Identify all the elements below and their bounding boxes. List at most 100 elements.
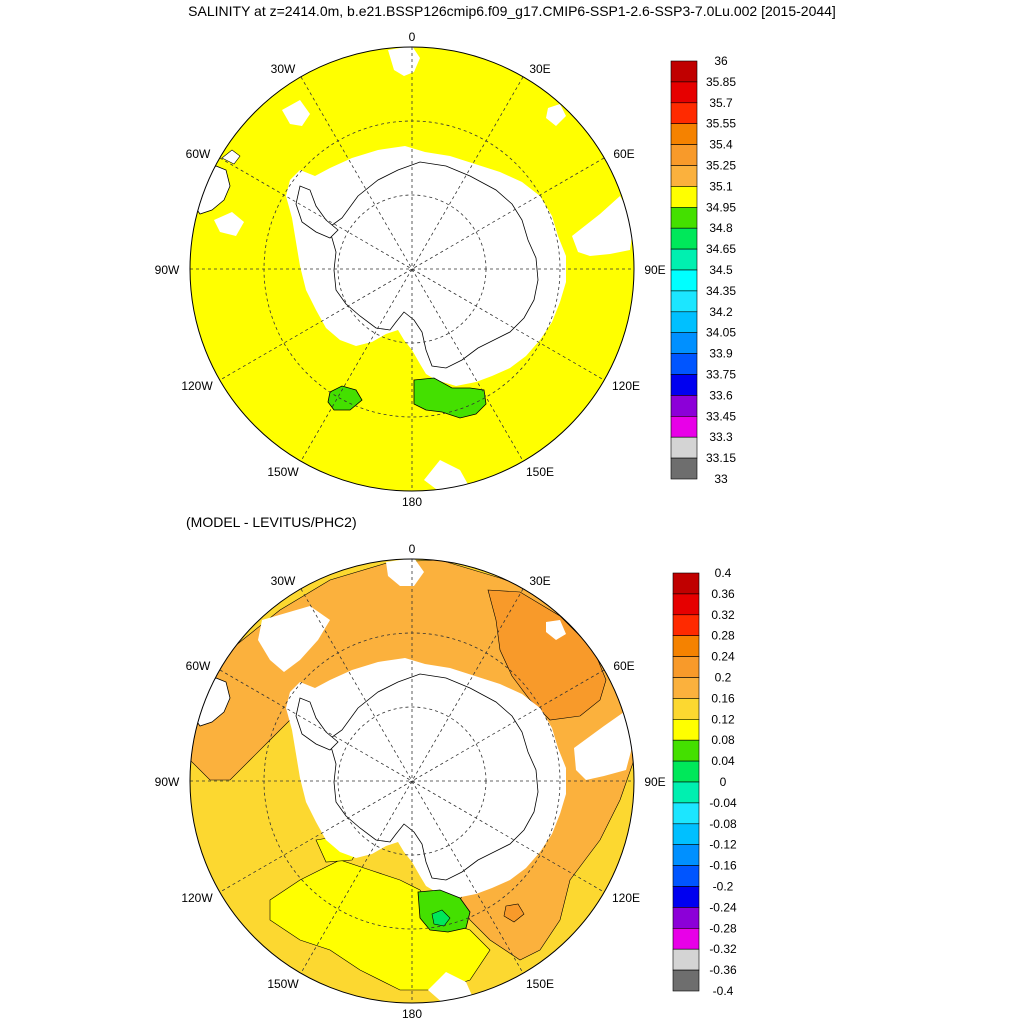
antarctica-landmass [286, 658, 566, 898]
longitude-labels-top: 0 30E 60E 90E 120E 150E 180 150W 120W 90… [155, 30, 666, 509]
missing-data-patch [546, 620, 566, 640]
colorbar-swatch [672, 781, 700, 804]
colorbar-swatch [672, 718, 700, 741]
colorbar-label: 35.55 [706, 117, 736, 131]
graticule [190, 559, 634, 1003]
colorbar-label: 33.75 [706, 368, 736, 382]
colorbar-label: 36 [714, 54, 728, 68]
difference-band-008-012 [269, 859, 491, 991]
lon-label: 30W [271, 574, 296, 588]
colorbar-swatch [672, 886, 700, 908]
colorbar-salinity: 36 35.85 35.7 35.55 35.4 35.25 35.1 34.95 34.8 34… [670, 54, 736, 486]
missing-data-patch [428, 972, 474, 1003]
colorbar-label: -0.36 [709, 963, 737, 977]
colorbar-swatch [672, 802, 700, 825]
colorbar-label: 0 [720, 775, 727, 789]
colorbar-swatch [670, 290, 698, 313]
colorbar-label: 34.35 [706, 284, 736, 298]
lon-label: 30E [529, 62, 550, 76]
colorbar-label: 33.45 [706, 409, 736, 423]
colorbar-swatch [670, 457, 698, 480]
map-border [189, 558, 635, 1004]
colorbar-swatch [672, 739, 700, 762]
colorbar-swatch [672, 948, 700, 971]
lon-label: 90W [155, 775, 180, 789]
colorbar-label: 34.05 [706, 326, 736, 340]
colorbar-label: 35.4 [709, 138, 733, 152]
colorbar-label: 34.95 [706, 200, 736, 214]
colorbar-swatch [672, 823, 700, 845]
lon-label: 150W [267, 465, 299, 479]
missing-data-patch [574, 712, 634, 780]
antarctica-coastline [327, 673, 539, 881]
lon-label: 90W [155, 263, 180, 277]
colorbar-label: 35.7 [709, 96, 733, 110]
colorbar-swatch [670, 81, 698, 104]
colorbar-swatch [670, 415, 698, 438]
colorbar-label: 35.1 [709, 179, 733, 193]
colorbar-swatch [670, 248, 698, 271]
missing-data-patch [546, 104, 566, 126]
colorbar-label: 33.9 [709, 347, 733, 361]
lon-label: 90E [644, 263, 665, 277]
lon-label: 180 [402, 495, 422, 509]
lon-label: 120W [181, 891, 213, 905]
lon-label: 120W [181, 379, 213, 393]
colorbar-swatch [672, 969, 700, 992]
colorbar-swatch [670, 186, 698, 208]
colorbar-swatch [670, 227, 698, 250]
colorbar-label: 34.5 [709, 263, 733, 277]
colorbar-label: -0.04 [709, 796, 737, 810]
salinity-low-patch-amundsen [327, 385, 363, 411]
colorbar-label: 35.85 [706, 75, 736, 89]
antarctic-peninsula [295, 185, 339, 239]
colorbar-swatch [672, 614, 700, 636]
lon-label: 150W [267, 977, 299, 991]
missing-data-patch [424, 460, 470, 491]
polar-map-difference [189, 558, 635, 1004]
colorbar-label: 33.3 [709, 430, 733, 444]
lon-label: 120E [612, 379, 640, 393]
colorbar-swatch [672, 760, 700, 783]
colorbar-swatch [672, 593, 700, 616]
colorbar-label: 33 [714, 472, 728, 486]
polar-map-salinity [189, 46, 635, 492]
lon-label: 0 [409, 30, 416, 44]
lon-label: 150E [526, 465, 554, 479]
colorbar-swatch [672, 865, 700, 887]
panel-subtitle: (MODEL - LEVITUS/PHC2) [186, 514, 357, 530]
colorbar-label: 34.2 [709, 305, 733, 319]
colorbar-swatch [670, 395, 698, 417]
colorbar-swatch [672, 635, 700, 657]
colorbar-label: -0.32 [709, 942, 737, 956]
colorbar-swatch [672, 698, 700, 720]
falkland-islands [221, 149, 241, 165]
colorbar-swatch [670, 60, 698, 83]
colorbar-label: -0.12 [709, 838, 737, 852]
missing-data-patch [386, 559, 424, 586]
colorbar-label: -0.28 [709, 921, 737, 935]
difference-low-patch-rossea [417, 889, 471, 933]
colorbar-label: 34.8 [709, 221, 733, 235]
colorbar-swatch [670, 436, 698, 459]
colorbar-label: 0.04 [711, 754, 735, 768]
antarctica-landmass [286, 146, 566, 386]
colorbar-swatch [672, 907, 700, 929]
colorbar-label: 0.2 [715, 671, 732, 685]
colorbar-swatch [670, 207, 698, 229]
lon-label: 120E [612, 891, 640, 905]
figure-title: SALINITY at z=2414.0m, b.e21.BSSP126cmip… [188, 3, 836, 19]
colorbar-swatch [670, 269, 698, 292]
missing-data-patch [282, 100, 310, 126]
colorbar-label: -0.2 [713, 880, 734, 894]
colorbar-swatch [670, 311, 698, 333]
difference-small-blob [503, 903, 525, 923]
colorbar-swatch [672, 844, 700, 866]
colorbar-swatch [670, 353, 698, 375]
missing-data-patch [258, 606, 330, 672]
colorbar-label: 33.15 [706, 451, 736, 465]
colorbar-label: -0.24 [709, 900, 737, 914]
salinity-low-patch-rossea [413, 377, 487, 419]
colorbar-swatch [670, 374, 698, 396]
